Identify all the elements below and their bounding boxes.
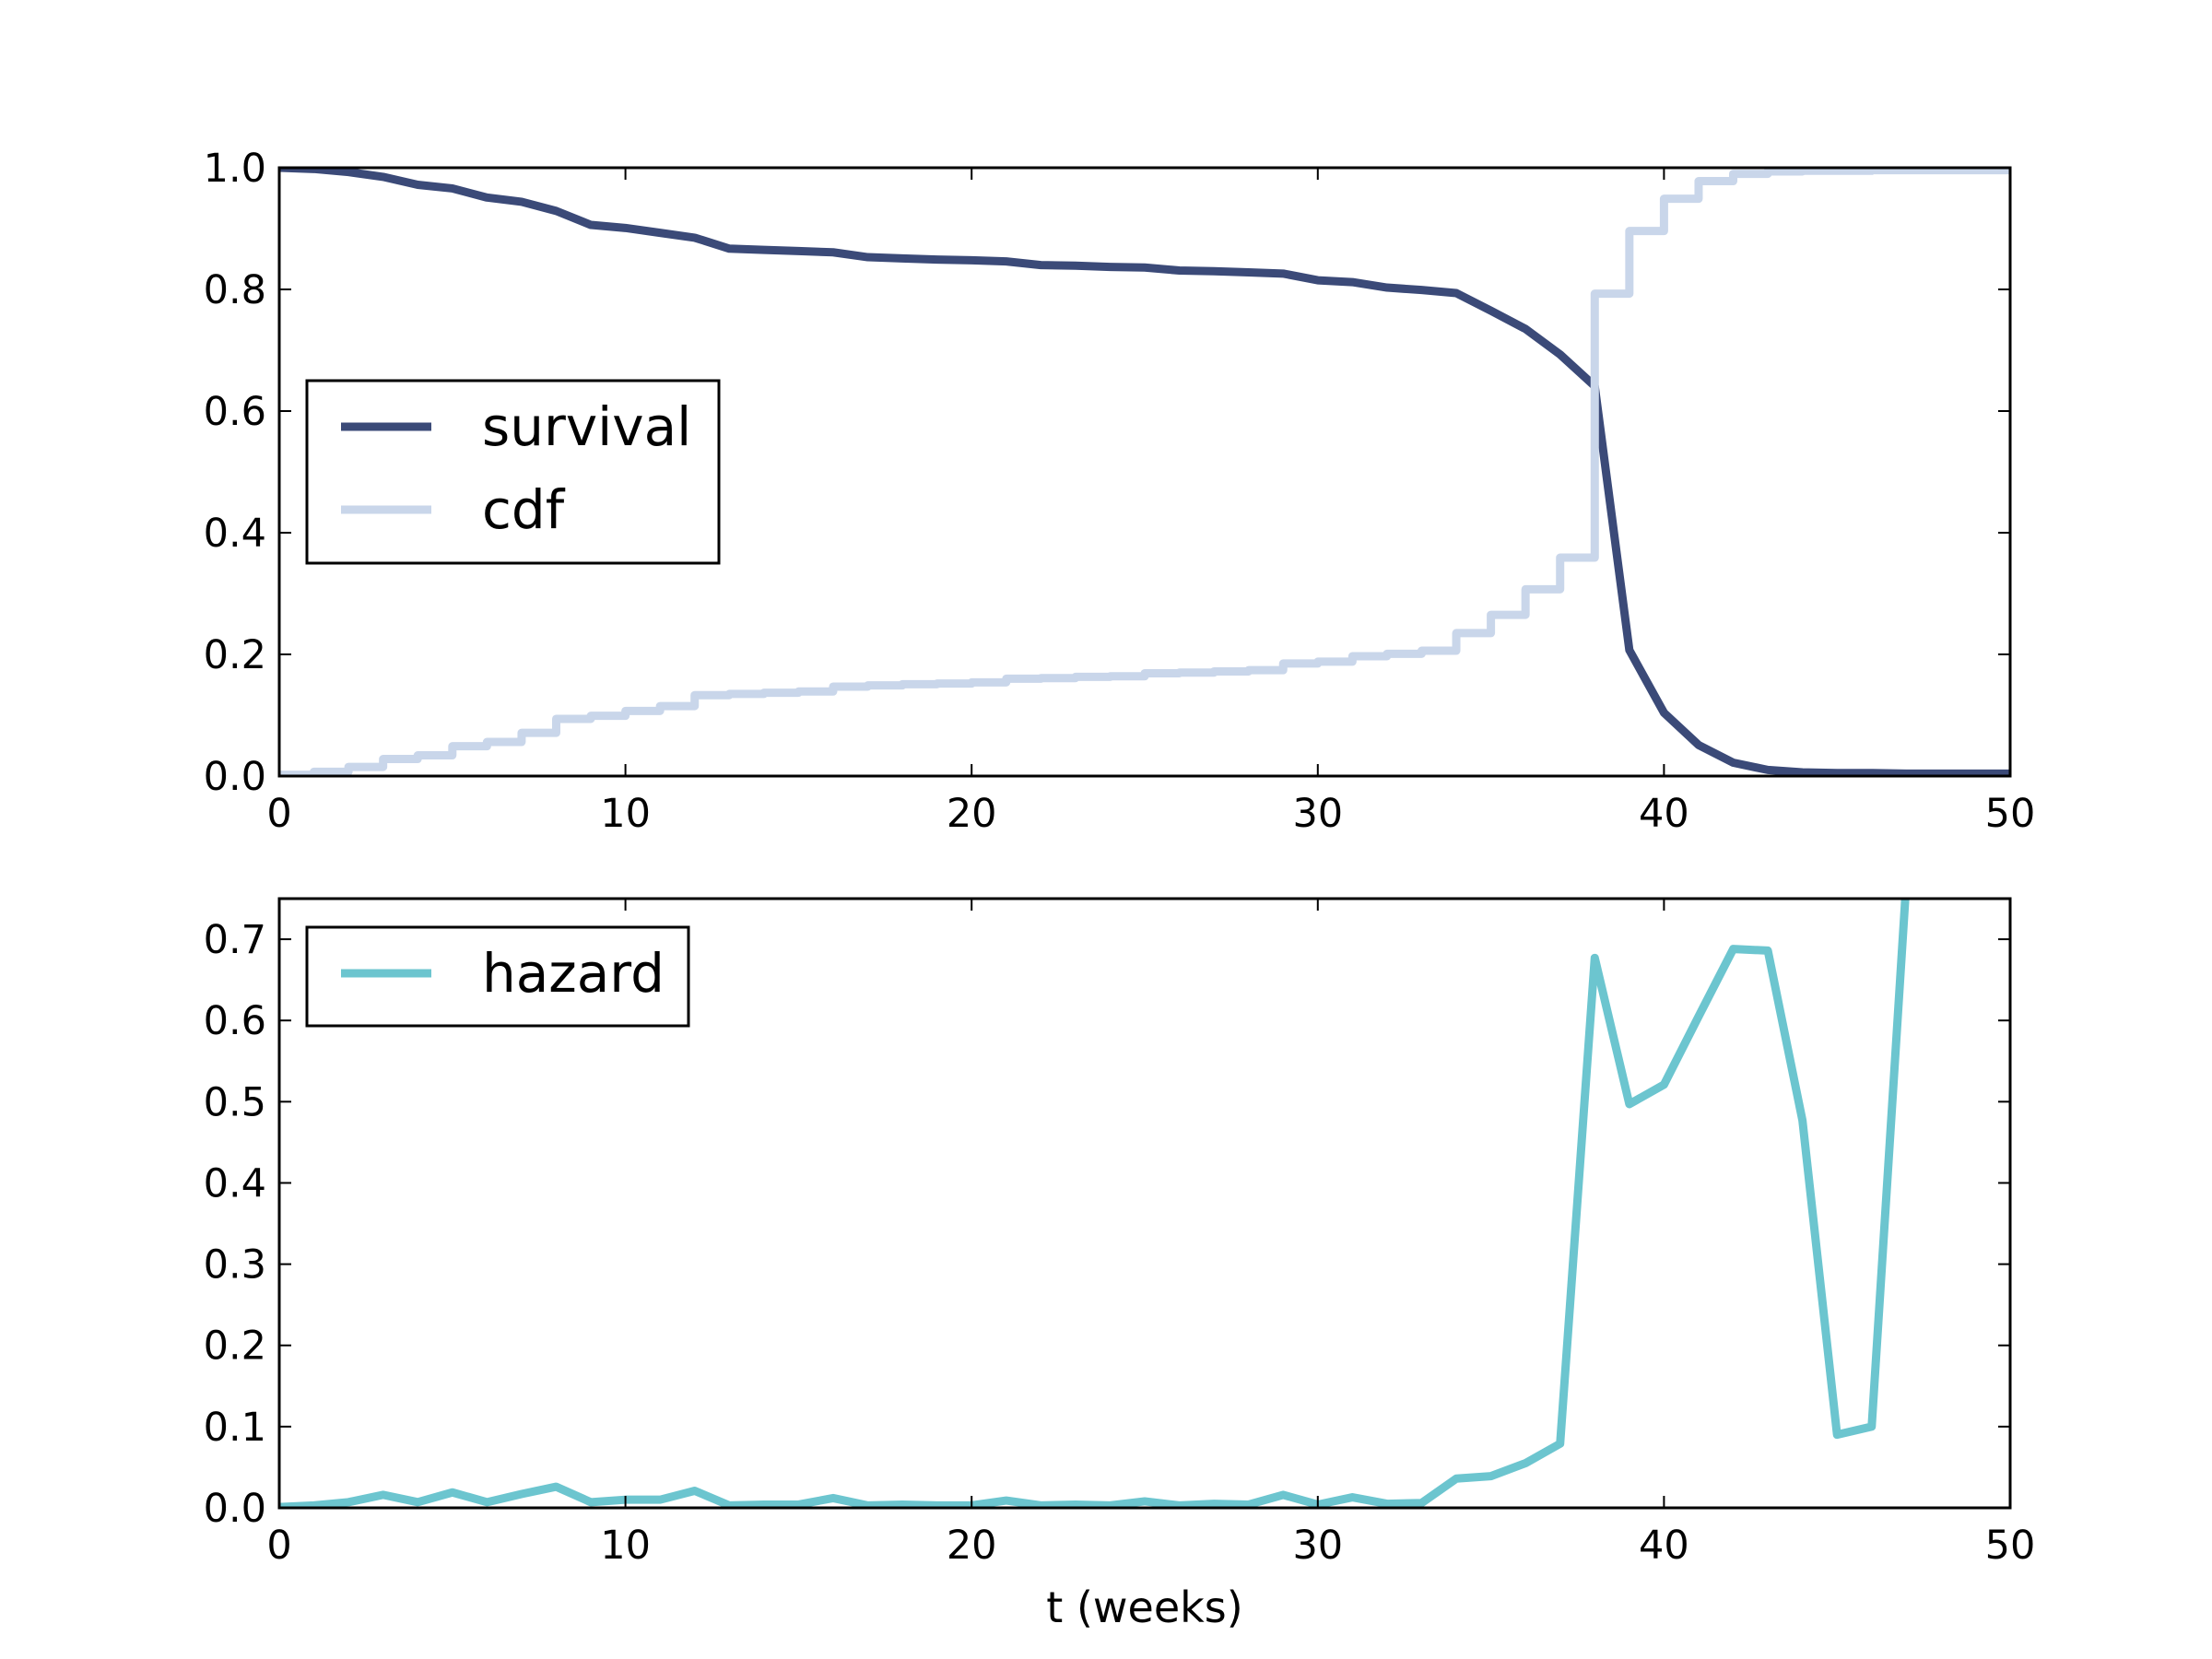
hazard-panel: 0 10 20 30 40 50 0.0 0.1 0.2 0.3 0.4 0.5 0.6 0.7 haza…	[204, 897, 2036, 1632]
survival-cdf-legend-box	[305, 379, 721, 565]
survival-cdf-axes-frame	[277, 166, 2012, 778]
x-tick-label-0: 0	[266, 1523, 291, 1569]
y-tick-label-0-4: 0.4	[204, 1160, 266, 1206]
y-tick-label-0-2: 0.2	[204, 632, 266, 678]
y-tick-label-0-6: 0.6	[204, 998, 266, 1044]
y-tick-label-0-6: 0.6	[204, 389, 266, 435]
x-tick-label-20: 20	[947, 791, 997, 837]
y-tick-label-0-2: 0.2	[204, 1324, 266, 1370]
legend-label-cdf: cdf	[482, 478, 566, 541]
y-tick-label-1-0: 1.0	[204, 146, 266, 192]
x-tick-label-30: 30	[1292, 791, 1343, 837]
series-line-cdf	[279, 168, 2010, 776]
x-tick-label-10: 10	[600, 791, 651, 837]
y-tick-label-0-7: 0.7	[204, 917, 266, 963]
series-line-survival	[279, 168, 2010, 776]
legend-label-hazard: hazard	[482, 942, 665, 1005]
x-tick-label-50: 50	[1985, 791, 2036, 837]
x-tick-label-40: 40	[1639, 791, 1689, 837]
series-line-hazard	[279, 899, 1910, 1508]
x-tick-label-10: 10	[600, 1523, 651, 1569]
legend-label-survival: survival	[482, 395, 691, 458]
survival-cdf-series-layer	[279, 168, 2010, 776]
x-tick-label-20: 20	[947, 1523, 997, 1569]
survival-cdf-legend: survival cdf	[305, 379, 721, 565]
hazard-ticks: 0 10 20 30 40 50 0.0 0.1 0.2 0.3 0.4 0.5 0.6 0.7	[204, 899, 2036, 1569]
y-tick-label-0-0: 0.0	[204, 754, 266, 800]
hazard-x-axis-label: t (weeks)	[1046, 1583, 1242, 1632]
y-tick-label-0-3: 0.3	[204, 1242, 266, 1288]
y-tick-label-0-8: 0.8	[204, 267, 266, 313]
y-tick-label-0-0: 0.0	[204, 1486, 266, 1532]
x-tick-label-40: 40	[1639, 1523, 1689, 1569]
y-tick-label-0-5: 0.5	[204, 1079, 266, 1125]
hazard-series-layer	[279, 899, 1910, 1508]
hazard-legend: hazard	[305, 925, 690, 1028]
x-tick-label-0: 0	[266, 791, 291, 837]
y-tick-label-0-1: 0.1	[204, 1405, 266, 1451]
x-tick-label-50: 50	[1985, 1523, 2036, 1569]
hazard-axes-frame	[277, 897, 2012, 1510]
y-tick-label-0-4: 0.4	[204, 511, 266, 557]
x-tick-label-30: 30	[1292, 1523, 1343, 1569]
survival-cdf-ticks: 0 10 20 30 40 50 0.0 0.2 0.4 0.6 0.8 1.0	[204, 146, 2036, 837]
survival-cdf-panel: 0 10 20 30 40 50 0.0 0.2 0.4 0.6 0.8 1.0 survival c…	[204, 146, 2036, 837]
